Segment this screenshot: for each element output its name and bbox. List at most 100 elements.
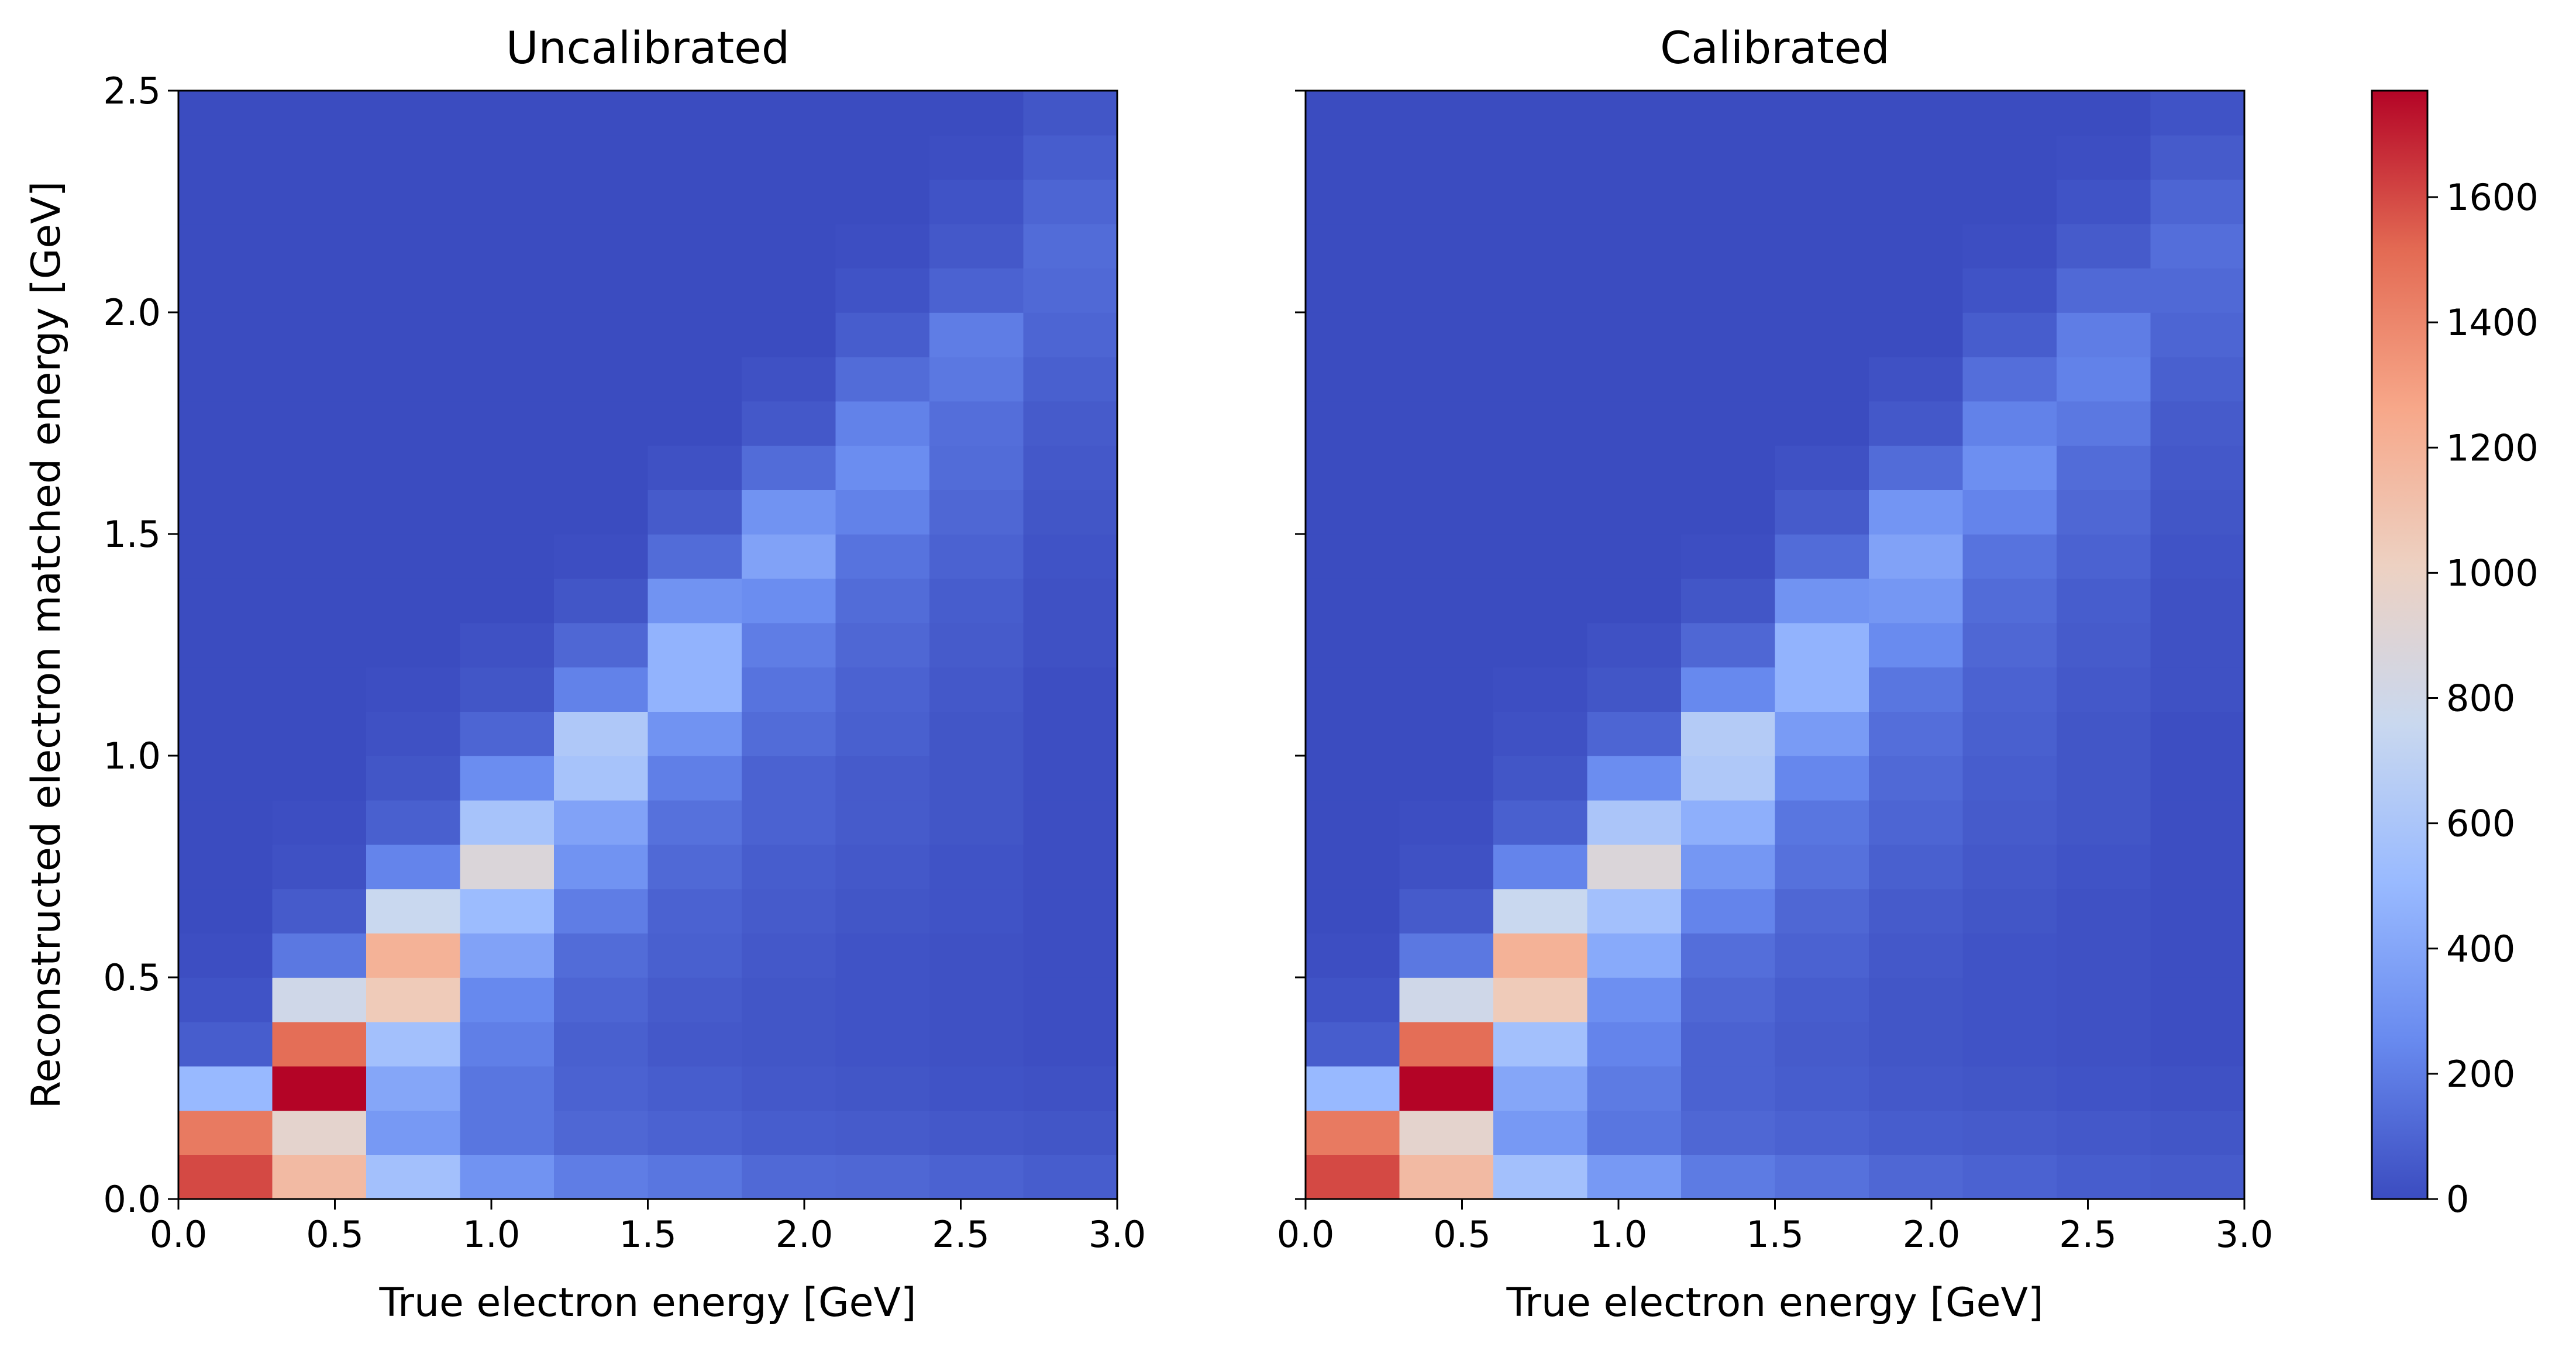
heatmap-cell [272,711,367,756]
heatmap-cell [1399,578,1494,623]
colorbar-tick-label: 0 [2446,1178,2469,1221]
heatmap-cell [1587,711,1682,756]
heatmap-cell [835,401,930,446]
heatmap-cell [178,711,273,756]
heatmap-cell [1681,977,1776,1022]
heatmap-cell [835,622,930,668]
heatmap-cell [1023,933,1118,978]
heatmap-cell [1869,800,1964,845]
y-axis-ticks: 0.0 0.5 1.0 1.5 2.0 2.5 [103,70,178,1221]
heatmap-cell [742,91,836,136]
heatmap-cell [1399,888,1494,933]
heatmap-cell [1306,667,1400,712]
heatmap-cell [272,933,367,978]
heatmap-cell [1306,534,1400,579]
heatmap-cell [1023,888,1118,933]
heatmap-cell [929,800,1024,845]
heatmap-cell [1587,534,1682,579]
heatmap-cell [1775,401,1869,446]
heatmap-cell [835,223,930,268]
heatmap-cell [178,1155,273,1200]
heatmap-cell [554,312,649,357]
heatmap-cell [742,1155,836,1200]
heatmap-cell [1306,490,1400,535]
heatmap-cell [1306,1021,1400,1067]
heatmap-cell [1493,1066,1588,1111]
heatmap-cell [1493,622,1588,668]
heatmap-cell [1775,977,1869,1022]
heatmap-cell [2150,1021,2245,1067]
heatmap-cell [366,844,461,890]
colorbar-tick-label: 1000 [2446,552,2539,594]
heatmap-cell [1869,401,1964,446]
x-axis-label: True electron energy [GeV] [378,1280,916,1326]
heatmap-cell [2150,933,2245,978]
heatmap-cell [1681,933,1776,978]
heatmap-cell [554,135,649,180]
heatmap-cell [1587,622,1682,668]
heatmap-cell [1681,312,1776,357]
heatmap-cell [1962,268,2057,313]
heatmap-cell [1587,135,1682,180]
heatmap-cell [178,800,273,845]
heatmap-cell [2150,1066,2245,1111]
heatmap-cell [929,445,1024,490]
heatmap-cell [272,578,367,623]
heatmap-cell [742,179,836,225]
heatmap-cell [460,622,555,668]
heatmap-cell [2057,756,2151,801]
heatmap-cell [272,1155,367,1200]
heatmap-cell [366,1066,461,1111]
heatmap-cell [1399,91,1494,136]
heatmap-cell [835,356,930,402]
heatmap-cell [1962,312,2057,357]
heatmap-cell [366,933,461,978]
heatmap-cell [272,800,367,845]
heatmap-cell [366,578,461,623]
heatmap-cell [1493,91,1588,136]
heatmap-cell [742,445,836,490]
heatmap-cell [1775,711,1869,756]
heatmap-cell [366,711,461,756]
heatmap-cell [178,667,273,712]
heatmap-cell [272,179,367,225]
heatmap-cell [1023,844,1118,890]
heatmap-cell [1399,977,1494,1022]
heatmap-cell [178,578,273,623]
y-tick-label: 1.5 [103,513,161,556]
heatmap-cell [648,888,742,933]
heatmap-cell [1962,977,2057,1022]
heatmap-cell [835,711,930,756]
heatmap-cell [742,490,836,535]
heatmap-cell [1681,1110,1776,1155]
heatmap-cell [742,268,836,313]
heatmap-cell [1869,356,1964,402]
heatmap-cell [366,1021,461,1067]
heatmap-cell [178,268,273,313]
colorbar-ticks: 0 200 400 600 800 1000 1200 1400 1600 [2427,176,2539,1221]
heatmap-cell [366,622,461,668]
heatmap-cell [1775,1021,1869,1067]
heatmap-cell [1306,933,1400,978]
heatmap-cell [1306,1066,1400,1111]
heatmap-cell [1023,756,1118,801]
heatmap-cell [2150,356,2245,402]
heatmap-cell [929,490,1024,535]
heatmap-cell [554,179,649,225]
heatmap-cell [1775,1110,1869,1155]
heatmap-cell [1399,622,1494,668]
colorbar-tick-label: 1200 [2446,426,2539,469]
heatmap-cell [554,578,649,623]
heatmap-cell [1493,888,1588,933]
heatmap-cell [1399,667,1494,712]
heatmap-cell [1775,356,1869,402]
heatmap-cell [2057,977,2151,1022]
colorbar-tick-label: 1600 [2446,176,2539,219]
x-tick-label: 0.0 [150,1213,208,1256]
heatmap-cell [554,1110,649,1155]
heatmap-cell [460,1066,555,1111]
heatmap-cell [366,888,461,933]
heatmap-cell [1869,756,1964,801]
heatmap-cell [648,756,742,801]
heatmap-cell [2057,933,2151,978]
